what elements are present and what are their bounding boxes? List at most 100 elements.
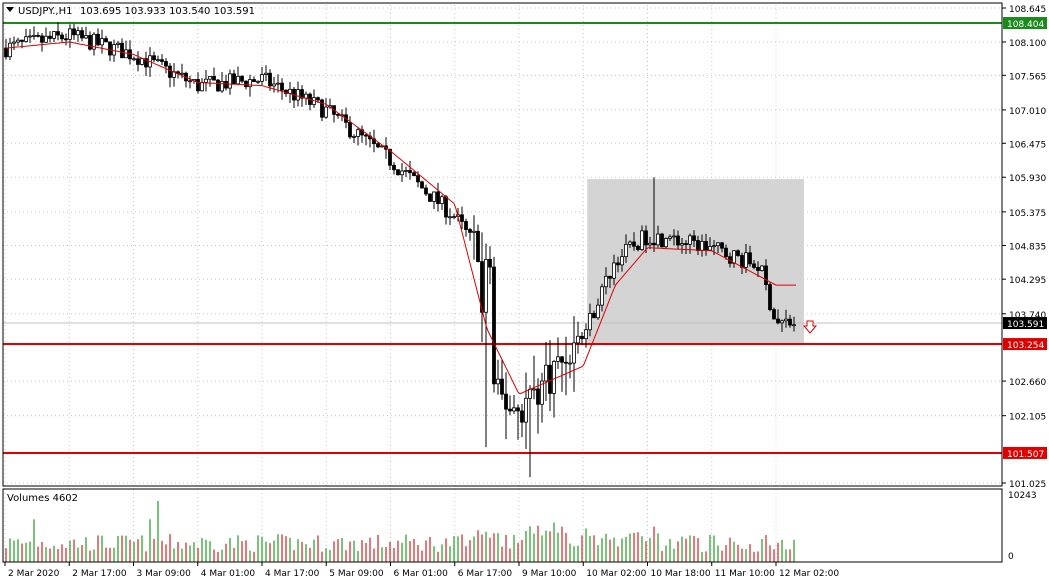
candle[interactable] [516, 404, 520, 440]
candle[interactable] [12, 36, 16, 51]
candle[interactable] [236, 66, 240, 86]
candle[interactable] [692, 230, 696, 247]
candle[interactable] [480, 232, 484, 342]
candle[interactable] [596, 298, 600, 320]
candle[interactable] [188, 75, 192, 89]
candle[interactable] [600, 283, 604, 312]
candle[interactable] [248, 74, 252, 97]
candle[interactable] [648, 236, 652, 250]
candle[interactable] [736, 249, 740, 257]
candle[interactable] [652, 177, 656, 253]
candle[interactable] [676, 230, 680, 250]
candle[interactable] [640, 225, 644, 251]
candle[interactable] [520, 403, 524, 438]
candle[interactable] [440, 194, 444, 211]
candle[interactable] [40, 32, 44, 52]
candle[interactable] [496, 359, 500, 395]
candle[interactable] [252, 76, 256, 83]
candle[interactable] [228, 69, 232, 95]
candle[interactable] [644, 225, 648, 254]
candle[interactable] [452, 213, 456, 220]
candle[interactable] [140, 58, 144, 66]
candle[interactable] [760, 265, 764, 272]
candle[interactable] [412, 171, 416, 177]
candle[interactable] [164, 58, 168, 74]
candle[interactable] [772, 307, 776, 320]
candle[interactable] [8, 37, 12, 61]
candle[interactable] [628, 240, 632, 248]
candle[interactable] [548, 340, 552, 412]
candle[interactable] [612, 254, 616, 286]
candle[interactable] [556, 337, 560, 369]
candle[interactable] [124, 40, 128, 59]
candle[interactable] [544, 341, 548, 401]
candle[interactable] [632, 232, 636, 251]
candle[interactable] [748, 245, 752, 267]
candle[interactable] [408, 160, 412, 180]
candle[interactable] [348, 116, 352, 140]
candle[interactable] [216, 79, 220, 92]
candle[interactable] [396, 169, 400, 176]
candle[interactable] [660, 232, 664, 248]
candle[interactable] [48, 31, 52, 43]
candle[interactable] [404, 166, 408, 178]
candle[interactable] [28, 29, 32, 44]
candle[interactable] [64, 33, 68, 46]
candle[interactable] [224, 74, 228, 91]
candle[interactable] [572, 316, 576, 392]
candle[interactable] [336, 113, 340, 119]
candle[interactable] [376, 142, 380, 149]
candle[interactable] [144, 51, 148, 76]
candle[interactable] [776, 309, 780, 325]
candle[interactable] [88, 31, 92, 51]
candle[interactable] [608, 275, 612, 289]
candle[interactable] [484, 243, 488, 448]
candle[interactable] [716, 242, 720, 254]
candle[interactable] [220, 71, 224, 93]
candle[interactable] [84, 26, 88, 40]
candle[interactable] [580, 331, 584, 346]
candle[interactable] [768, 282, 772, 312]
candle[interactable] [32, 26, 36, 40]
time-axis[interactable]: 2 Mar 2020 2 Mar 17:00 3 Mar 09:00 4 Mar 01… [4, 562, 839, 579]
candle[interactable] [744, 243, 748, 273]
candle[interactable] [36, 32, 40, 38]
candle[interactable] [104, 35, 108, 43]
candle[interactable] [296, 81, 300, 107]
candle[interactable] [684, 239, 688, 254]
candle[interactable] [540, 372, 544, 423]
candle[interactable] [448, 208, 452, 226]
candle[interactable] [116, 40, 120, 49]
candle[interactable] [44, 27, 48, 43]
candle[interactable] [592, 310, 596, 319]
candle[interactable] [24, 28, 28, 43]
candle[interactable] [76, 26, 80, 42]
candle[interactable] [616, 256, 620, 273]
candle[interactable] [472, 215, 476, 260]
candle[interactable] [656, 225, 660, 248]
candle[interactable] [320, 98, 324, 122]
candle[interactable] [500, 359, 504, 400]
symbol-dropdown-icon[interactable] [6, 7, 14, 12]
candle[interactable] [352, 134, 356, 144]
candle[interactable] [576, 321, 580, 354]
candle[interactable] [424, 184, 428, 196]
candle[interactable] [276, 74, 280, 93]
candle[interactable] [264, 65, 268, 82]
candle[interactable] [732, 250, 736, 268]
candle[interactable] [268, 69, 272, 91]
candle[interactable] [664, 237, 668, 249]
candle[interactable] [460, 206, 464, 230]
candle[interactable] [392, 162, 396, 175]
candle[interactable] [388, 148, 392, 170]
candle[interactable] [68, 24, 72, 48]
level-lines[interactable]: 108.404 103.254 101.507 103.591 [3, 17, 1047, 460]
candle[interactable] [788, 314, 792, 328]
candle[interactable] [724, 244, 728, 260]
candle[interactable] [752, 260, 756, 270]
candle[interactable] [56, 22, 60, 41]
candle[interactable] [508, 395, 512, 416]
candle[interactable] [792, 316, 796, 332]
candle[interactable] [708, 237, 712, 251]
